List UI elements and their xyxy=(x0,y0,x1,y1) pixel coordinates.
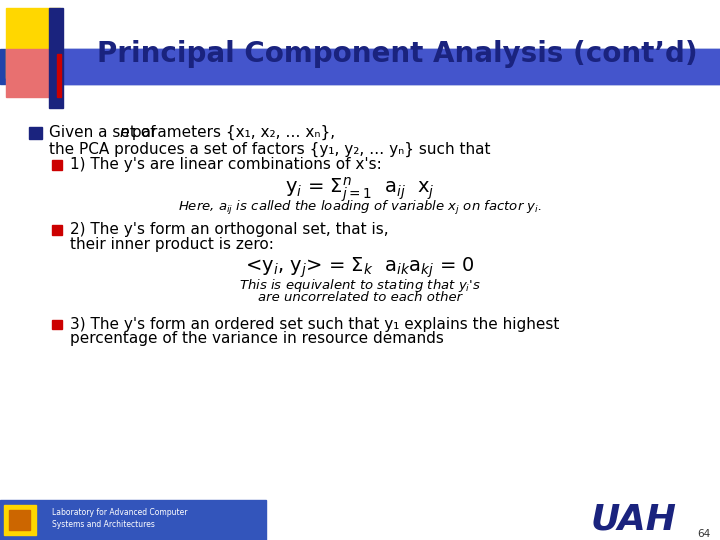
Bar xyxy=(52,320,62,329)
Bar xyxy=(4,505,36,535)
Text: the PCA produces a set of factors {y₁, y₂, … yₙ} such that: the PCA produces a set of factors {y₁, y… xyxy=(49,141,490,157)
Bar xyxy=(0,500,266,540)
Text: 1) The y's are linear combinations of x's:: 1) The y's are linear combinations of x'… xyxy=(70,157,382,172)
Text: Principal Component Analysis (cont’d): Principal Component Analysis (cont’d) xyxy=(97,40,698,68)
Text: <y$_i$, y$_j$> = $\Sigma_k$  a$_{ik}$a$_{kj}$ = 0: <y$_i$, y$_j$> = $\Sigma_k$ a$_{ik}$a$_{… xyxy=(245,255,475,280)
Text: Given a set of: Given a set of xyxy=(49,125,161,140)
Bar xyxy=(29,127,42,139)
Text: parameters {x₁, x₂, … xₙ},: parameters {x₁, x₂, … xₙ}, xyxy=(127,125,336,140)
Bar xyxy=(0,49,720,84)
Text: Here, $a_{ij}$ is called the loading of variable $x_j$ on factor $y_i$.: Here, $a_{ij}$ is called the loading of … xyxy=(178,199,542,217)
Bar xyxy=(9,510,30,530)
Bar xyxy=(63,49,720,84)
Text: y$_i$ = $\Sigma_{j=1}^{n}$  a$_{ij}$  x$_j$: y$_i$ = $\Sigma_{j=1}^{n}$ a$_{ij}$ x$_j… xyxy=(285,176,435,205)
Bar xyxy=(52,225,62,235)
Text: their inner product is zero:: their inner product is zero: xyxy=(70,237,274,252)
Bar xyxy=(6,49,60,97)
Text: Laboratory for Advanced Computer
Systems and Architectures: Laboratory for Advanced Computer Systems… xyxy=(52,508,187,529)
Text: 64: 64 xyxy=(698,529,711,538)
Text: This is equivalent to stating that $y_i$'s: This is equivalent to stating that $y_i$… xyxy=(239,276,481,294)
Bar xyxy=(49,8,63,108)
Text: are uncorrelated to each other: are uncorrelated to each other xyxy=(258,291,462,304)
Text: 2) The y's form an orthogonal set, that is,: 2) The y's form an orthogonal set, that … xyxy=(70,222,389,237)
Text: n: n xyxy=(120,125,129,140)
Bar xyxy=(57,54,61,97)
Bar xyxy=(6,8,60,78)
Text: percentage of the variance in resource demands: percentage of the variance in resource d… xyxy=(70,331,444,346)
Bar xyxy=(52,160,62,170)
Text: 3) The y's form an ordered set such that y₁ explains the highest: 3) The y's form an ordered set such that… xyxy=(70,316,559,332)
Text: UAH: UAH xyxy=(590,503,677,536)
